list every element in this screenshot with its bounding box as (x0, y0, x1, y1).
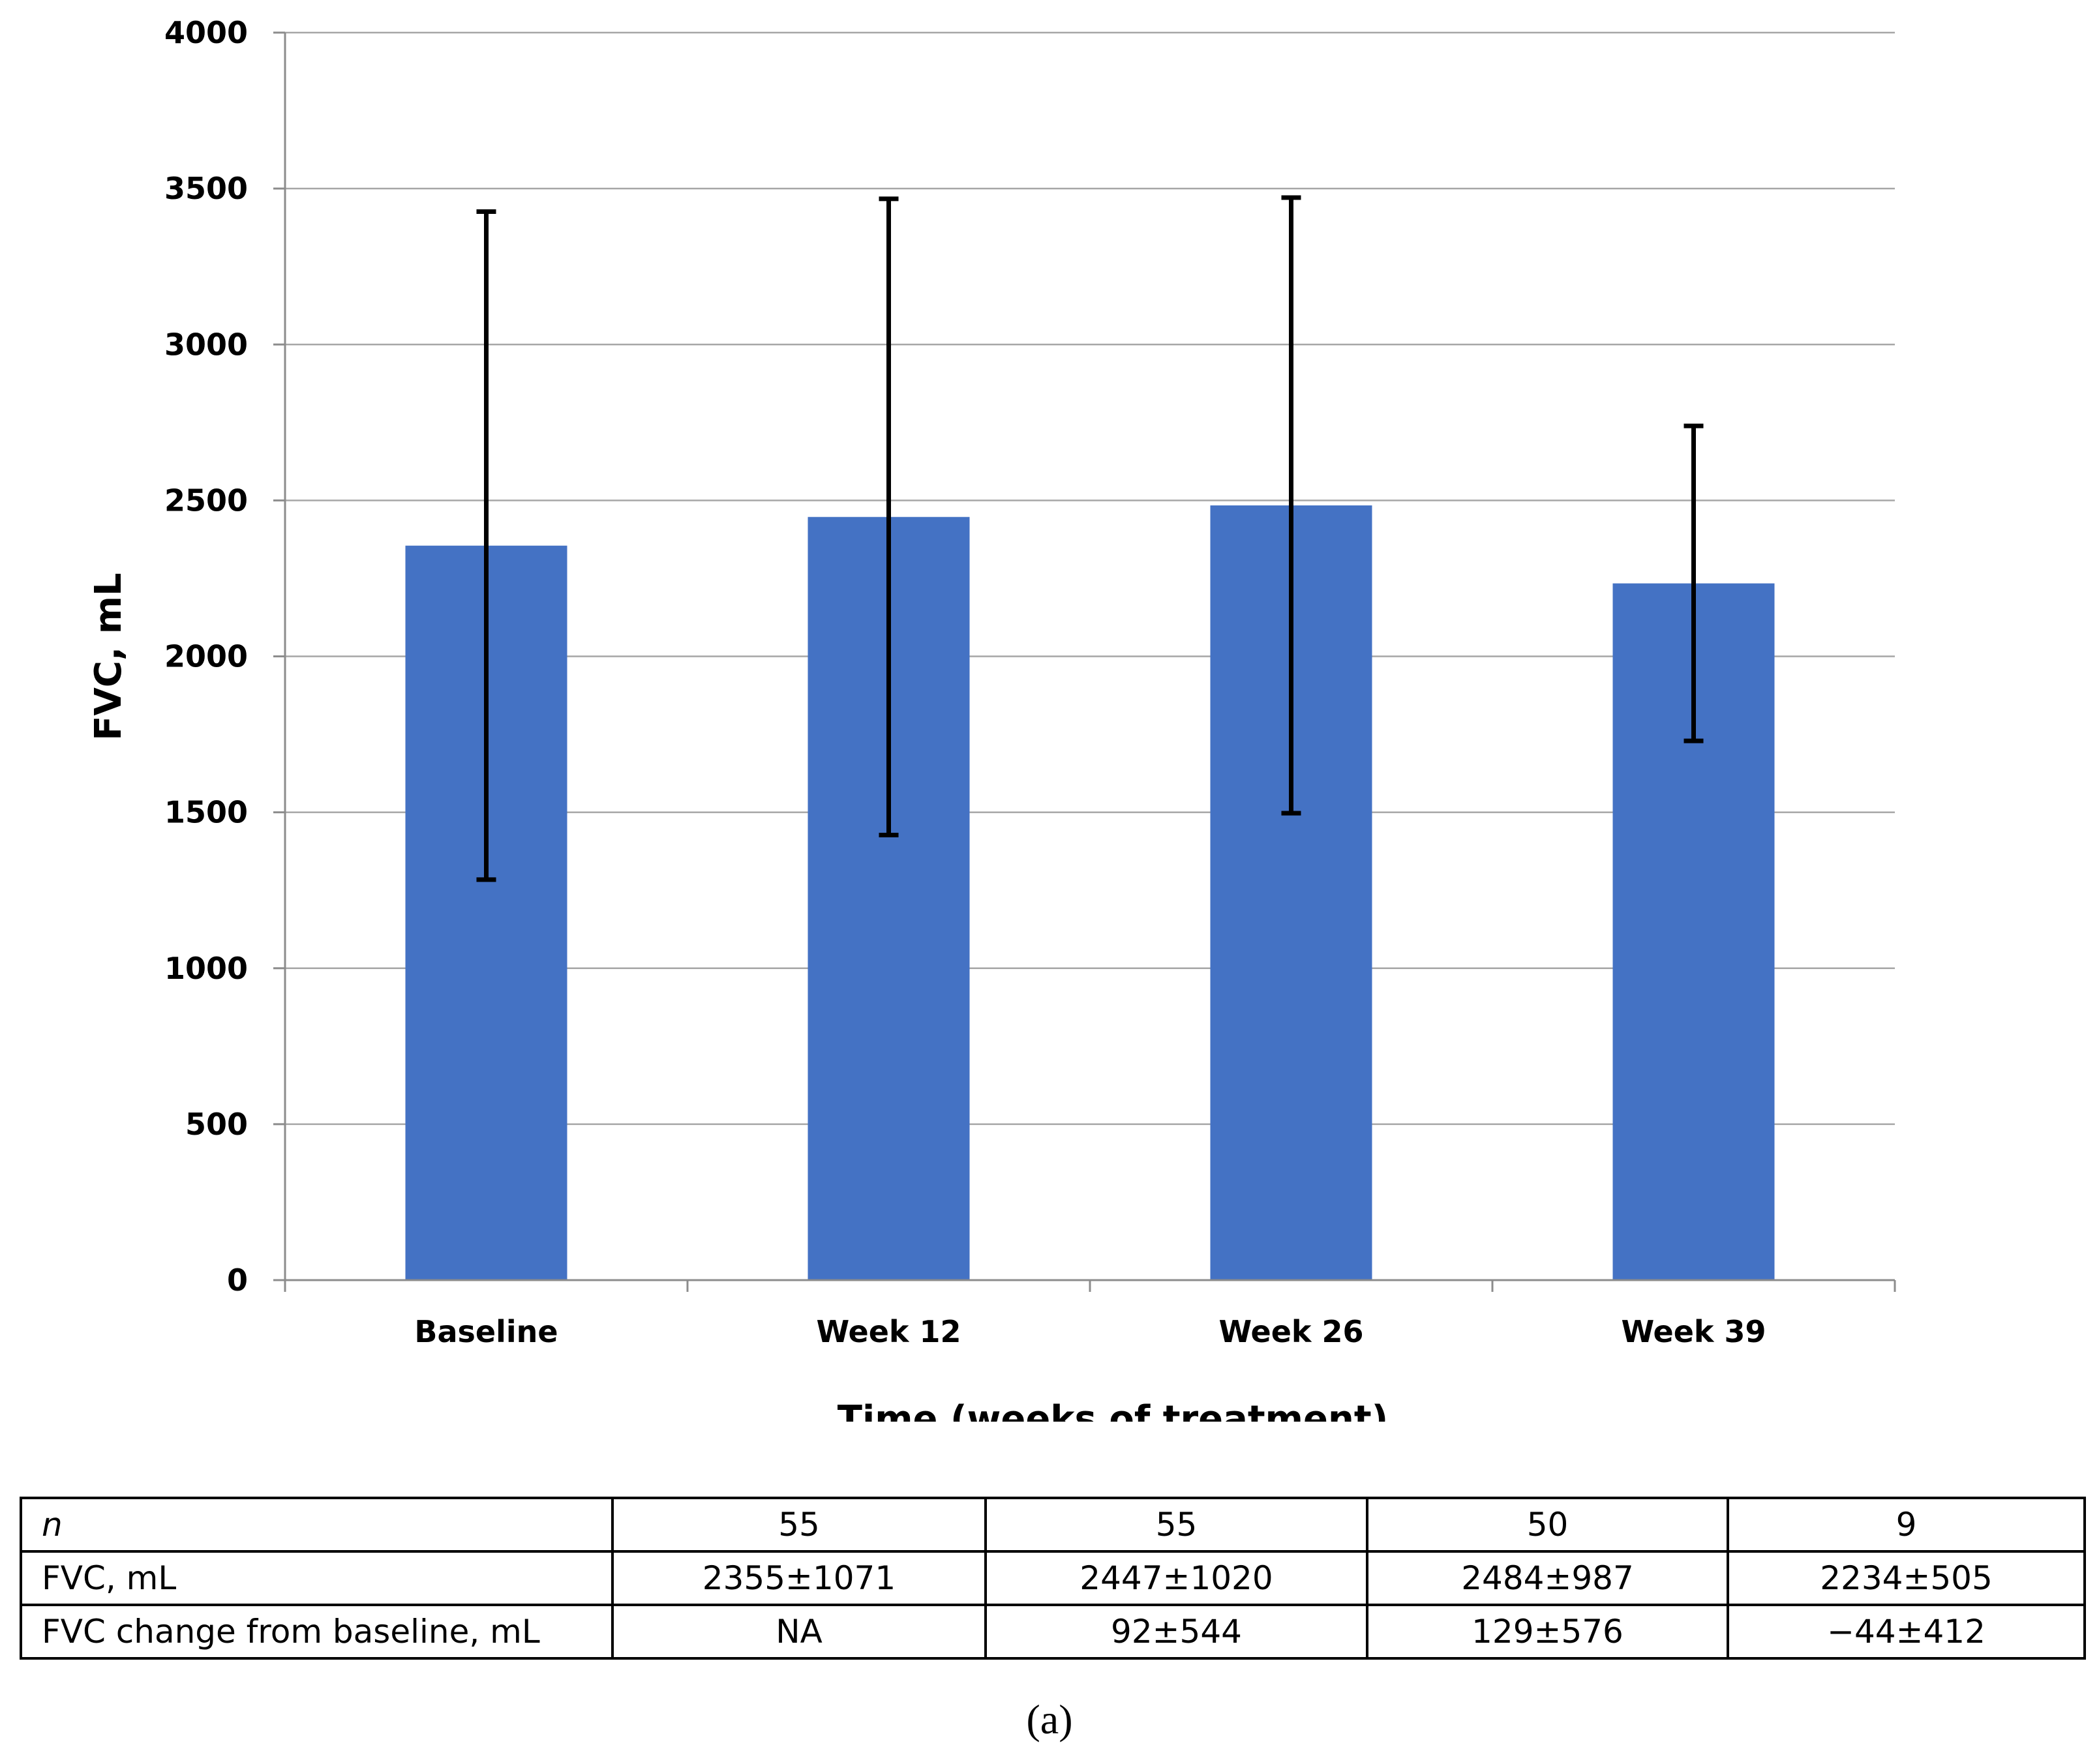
y-tick-label: 2000 (164, 639, 248, 674)
table-cell: 50 (1366, 1497, 1729, 1553)
y-axis-title: FVC, mL (87, 573, 130, 741)
y-tick-label: 2500 (164, 483, 248, 518)
y-tick-label: 0 (227, 1263, 248, 1298)
error-bars (476, 195, 1704, 882)
y-tick-label: 3500 (164, 171, 248, 206)
axes (273, 31, 1896, 1292)
table-cell: 9 (1727, 1497, 2086, 1553)
fvc-bar-chart: 0 500 1000 1500 2000 2500 3000 3500 4000 Baseline… (87, 15, 1896, 1422)
summary-table: n 55 55 50 9 FVC, mL 2355±1071 2447±1020 2484±98… (20, 1497, 2086, 1660)
table-cell: NA (611, 1604, 987, 1660)
table-row: n 55 55 50 9 (20, 1497, 2086, 1553)
table-cell: 2447±1020 (984, 1550, 1368, 1606)
table-row-label: n (20, 1497, 614, 1553)
x-tick-label: Week 12 (816, 1314, 961, 1349)
table-cell: 2234±505 (1727, 1550, 2086, 1606)
summary-table-body: n 55 55 50 9 FVC, mL 2355±1071 2447±1020 2484±98… (20, 1497, 2086, 1660)
bars (405, 505, 1775, 1281)
table-row-label: FVC, mL (20, 1550, 614, 1606)
figure-caption: (a) (1026, 1696, 1073, 1742)
y-tick-label: 500 (185, 1107, 248, 1142)
table-cell: 2484±987 (1366, 1550, 1729, 1606)
tick-labels: 0 500 1000 1500 2000 2500 3000 3500 4000 Baseline… (164, 15, 1766, 1349)
table-cell: 129±576 (1366, 1604, 1729, 1660)
x-tick-label: Baseline (414, 1314, 558, 1349)
table-row: FVC change from baseline, mL NA 92±544 129±… (20, 1604, 2086, 1660)
x-tick-label: Week 26 (1218, 1314, 1363, 1349)
y-tick-label: 4000 (164, 15, 248, 50)
y-tick-label: 1000 (164, 951, 248, 986)
table-cell: 92±544 (984, 1604, 1368, 1660)
x-tick-label: Week 39 (1621, 1314, 1766, 1349)
table-row: FVC, mL 2355±1071 2447±1020 2484±987 2234±50… (20, 1550, 2086, 1606)
table-cell: −44±412 (1727, 1604, 2086, 1660)
table-cell: 2355±1071 (611, 1550, 987, 1606)
y-tick-label: 1500 (164, 795, 248, 830)
table-row-label: FVC change from baseline, mL (20, 1604, 614, 1660)
y-tick-label: 3000 (164, 327, 248, 362)
table-cell: 55 (611, 1497, 987, 1553)
table-cell: 55 (984, 1497, 1368, 1553)
x-axis-title: Time (weeks of treatment) (838, 1398, 1388, 1422)
